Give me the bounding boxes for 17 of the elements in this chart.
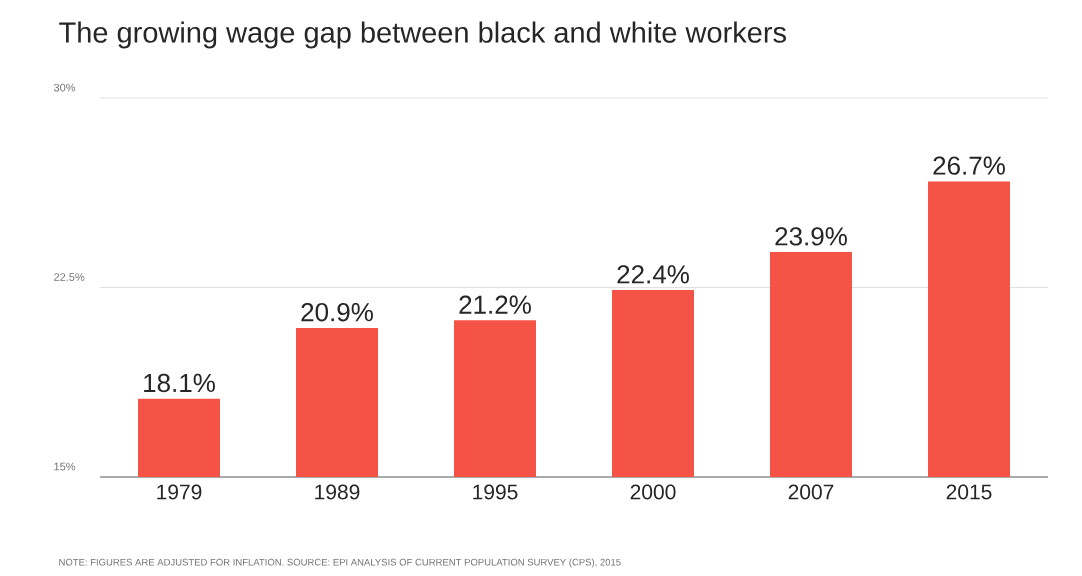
y-tick-label: 15% — [54, 462, 76, 471]
data-label: 22.4% — [617, 265, 689, 284]
x-tick-label: 2000 — [630, 484, 676, 500]
data-label: 26.7% — [933, 156, 1005, 175]
data-label: 18.1% — [144, 373, 215, 393]
data-label: 20.9% — [301, 302, 373, 322]
chart-title: The growing wage gap between black and white workers — [59, 21, 786, 49]
data-label: 21.2% — [459, 295, 531, 314]
text: NOTE: FIGURES ARE ADJUSTED FOR INFLATION. SOURCE: EPI ANALYSIS OF CURRENT POPULATION SURVEY (CPS), 2015 — [59, 558, 621, 568]
x-tick-label: 1979 — [157, 484, 202, 500]
x-tick-label: 1995 — [473, 484, 518, 500]
data-label: 23.9% — [775, 227, 847, 246]
y-tick-label: 30% — [53, 83, 76, 92]
x-tick-label: 2007 — [788, 484, 834, 500]
y-tick-label: 22.5% — [54, 273, 85, 281]
x-tick-label: 1989 — [315, 484, 360, 500]
x-tick-label: 2015 — [946, 484, 992, 500]
